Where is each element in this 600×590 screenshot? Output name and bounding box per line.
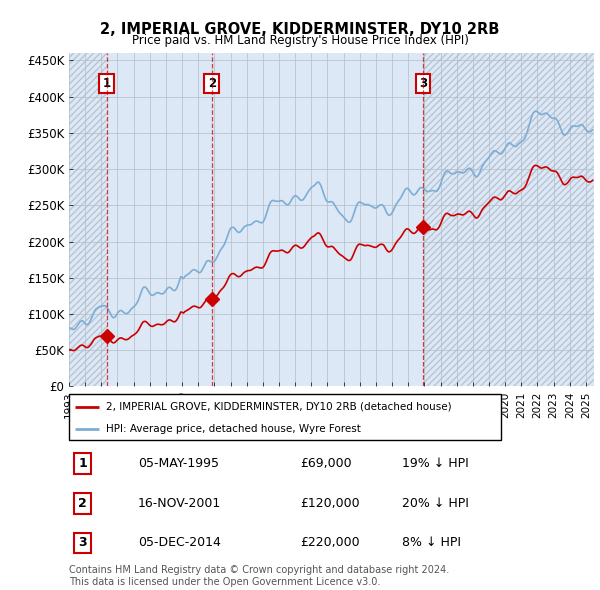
- Text: 19% ↓ HPI: 19% ↓ HPI: [402, 457, 469, 470]
- Text: 16-NOV-2001: 16-NOV-2001: [138, 497, 221, 510]
- Text: 1: 1: [78, 457, 87, 470]
- Text: 2, IMPERIAL GROVE, KIDDERMINSTER, DY10 2RB: 2, IMPERIAL GROVE, KIDDERMINSTER, DY10 2…: [100, 22, 500, 37]
- Text: 8% ↓ HPI: 8% ↓ HPI: [402, 536, 461, 549]
- Text: £120,000: £120,000: [300, 497, 359, 510]
- Text: 05-MAY-1995: 05-MAY-1995: [138, 457, 219, 470]
- Text: 3: 3: [419, 77, 427, 90]
- Text: 05-DEC-2014: 05-DEC-2014: [138, 536, 221, 549]
- Text: 2: 2: [78, 497, 87, 510]
- Text: 2: 2: [208, 77, 216, 90]
- Bar: [423, 53, 594, 386]
- Text: 1: 1: [103, 77, 111, 90]
- Text: Contains HM Land Registry data © Crown copyright and database right 2024.
This d: Contains HM Land Registry data © Crown c…: [69, 565, 449, 587]
- Text: 3: 3: [78, 536, 87, 549]
- Text: £220,000: £220,000: [300, 536, 359, 549]
- Text: Price paid vs. HM Land Registry's House Price Index (HPI): Price paid vs. HM Land Registry's House …: [131, 34, 469, 47]
- Text: 2, IMPERIAL GROVE, KIDDERMINSTER, DY10 2RB (detached house): 2, IMPERIAL GROVE, KIDDERMINSTER, DY10 2…: [106, 402, 451, 412]
- Text: £69,000: £69,000: [300, 457, 352, 470]
- Bar: [69, 53, 107, 386]
- Text: 20% ↓ HPI: 20% ↓ HPI: [402, 497, 469, 510]
- Text: HPI: Average price, detached house, Wyre Forest: HPI: Average price, detached house, Wyre…: [106, 424, 361, 434]
